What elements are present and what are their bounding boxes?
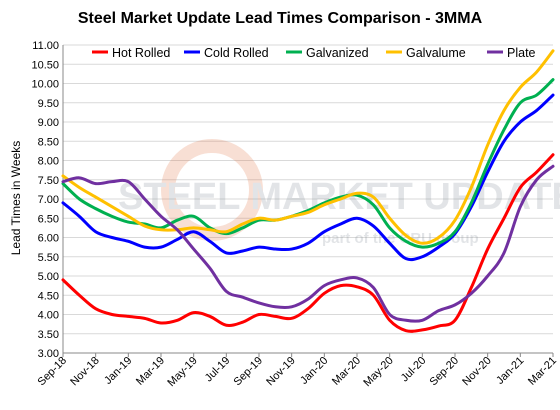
legend-label-cold-rolled: Cold Rolled bbox=[204, 46, 269, 60]
y-tick-labels: 3.00 3.50 4.00 4.50 5.00 5.50 6.00 6.50 7.00 7.50… bbox=[31, 40, 59, 360]
series-line-cold-rolled bbox=[61, 93, 555, 262]
legend-label-galvalume: Galvalume bbox=[406, 46, 466, 60]
y-tick-label: 8.00 bbox=[38, 156, 59, 168]
legend-label-plate: Plate bbox=[507, 46, 536, 60]
legend-item-galvanized: Galvanized bbox=[286, 46, 369, 60]
y-tick-label: 9.00 bbox=[38, 117, 59, 129]
y-tick-label: 7.50 bbox=[38, 175, 59, 187]
legend-item-hot-rolled: Hot Rolled bbox=[92, 46, 170, 60]
series-line-plate bbox=[61, 164, 555, 323]
legend-item-galvalume: Galvalume bbox=[386, 46, 466, 60]
watermark-logo-ring bbox=[161, 139, 263, 241]
legend: Hot Rolled Cold Rolled Galvanized Galval… bbox=[92, 46, 536, 60]
y-tick-label: 5.50 bbox=[38, 252, 59, 264]
y-tick-label: 6.00 bbox=[38, 233, 59, 245]
legend-label-galvanized: Galvanized bbox=[306, 46, 369, 60]
series-line-galvanized bbox=[61, 78, 555, 249]
y-tick-label: 9.50 bbox=[38, 98, 59, 110]
y-tick-label: 8.50 bbox=[38, 136, 59, 148]
y-tick-label: 3.00 bbox=[38, 348, 59, 360]
y-axis-label: Lead Times in Weeks bbox=[9, 141, 23, 256]
legend-label-hot-rolled: Hot Rolled bbox=[112, 46, 170, 60]
legend-item-cold-rolled: Cold Rolled bbox=[184, 46, 269, 60]
y-tick-label: 3.50 bbox=[38, 329, 59, 341]
series-line-galvalume bbox=[61, 49, 555, 245]
axes bbox=[62, 45, 554, 357]
y-tick-label: 10.00 bbox=[31, 79, 59, 91]
y-tick-label: 7.00 bbox=[38, 194, 59, 206]
y-tick-label: 5.00 bbox=[38, 271, 59, 283]
series-lines bbox=[61, 49, 555, 333]
y-tick-label: 10.50 bbox=[31, 59, 59, 71]
y-tick-label: 6.50 bbox=[38, 213, 59, 225]
y-tick-label: 4.00 bbox=[38, 310, 59, 322]
series-line-hot-rolled bbox=[61, 153, 555, 333]
y-tick-label: 4.50 bbox=[38, 290, 59, 302]
legend-item-plate: Plate bbox=[487, 46, 536, 60]
y-tick-label: 11.00 bbox=[32, 40, 59, 52]
chart-title: Steel Market Update Lead Times Compariso… bbox=[78, 10, 483, 27]
